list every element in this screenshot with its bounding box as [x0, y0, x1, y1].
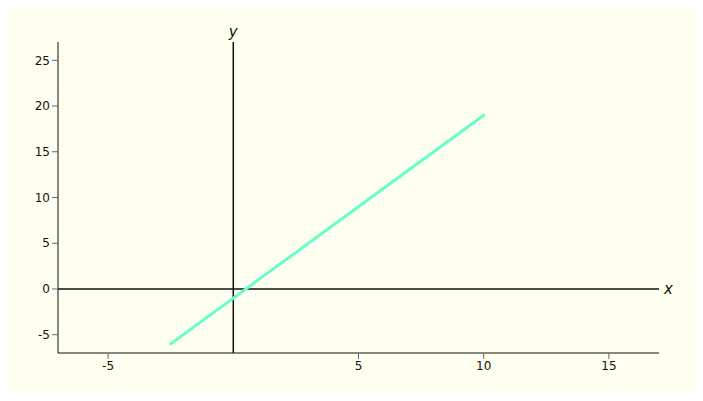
- svg-text:-5: -5: [38, 328, 50, 342]
- svg-text:25: 25: [35, 54, 50, 68]
- svg-text:5: 5: [42, 236, 50, 250]
- svg-text:20: 20: [35, 99, 50, 113]
- svg-text:15: 15: [35, 145, 50, 159]
- svg-text:15: 15: [601, 359, 616, 373]
- svg-text:0: 0: [42, 282, 50, 296]
- svg-text:-5: -5: [102, 359, 114, 373]
- svg-text:10: 10: [35, 191, 50, 205]
- svg-text:x: x: [663, 280, 673, 298]
- svg-text:y: y: [228, 23, 239, 41]
- svg-text:5: 5: [355, 359, 363, 373]
- svg-text:10: 10: [476, 359, 491, 373]
